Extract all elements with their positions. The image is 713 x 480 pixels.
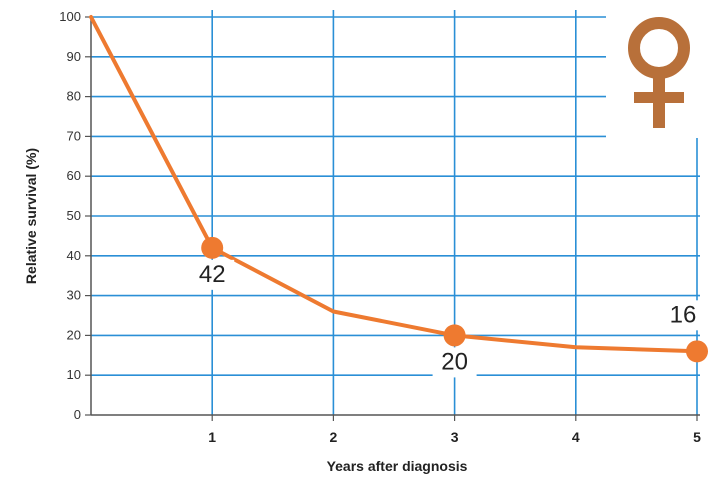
- y-tick-label: 10: [67, 367, 81, 382]
- data-label-bg: [661, 300, 705, 331]
- data-label-bg: [432, 347, 477, 378]
- data-label-bg: [190, 259, 235, 290]
- y-tick-label: 100: [59, 9, 81, 24]
- y-tick-label: 60: [67, 168, 81, 183]
- data-label: 20: [441, 348, 468, 375]
- data-label: 16: [670, 301, 697, 328]
- y-tick-label: 40: [67, 248, 81, 263]
- x-axis-title: Years after diagnosis: [327, 458, 468, 474]
- y-tick-label: 30: [67, 288, 81, 303]
- x-tick-label: 3: [451, 429, 459, 445]
- y-tick-label: 70: [67, 128, 81, 143]
- x-tick-label: 5: [693, 429, 701, 445]
- x-tick-label: 1: [208, 429, 216, 445]
- data-point-marker: [443, 324, 466, 347]
- y-tick-label: 50: [67, 208, 81, 223]
- x-tick-label: 2: [330, 429, 338, 445]
- series-layer: [89, 15, 699, 354]
- data-labels: 42 20 16: [190, 236, 708, 378]
- survival-line: [89, 15, 699, 354]
- y-tick-label: 20: [67, 327, 81, 342]
- y-tick-label: 0: [74, 407, 81, 422]
- y-tick-label: 80: [67, 89, 81, 104]
- data-point-marker: [201, 236, 224, 259]
- female-symbol-icon: [606, 8, 713, 138]
- y-axis-title: Relative survival (%): [23, 148, 39, 284]
- data-label: 42: [199, 261, 226, 288]
- data-point-marker: [686, 340, 708, 363]
- x-axis-ticks: 1 2 3 4 5: [208, 415, 701, 445]
- y-axis-ticks: 0 10 20 30 40 50 60 70 80 90 100: [59, 9, 91, 422]
- y-tick-label: 90: [67, 49, 81, 64]
- x-tick-label: 4: [572, 429, 580, 445]
